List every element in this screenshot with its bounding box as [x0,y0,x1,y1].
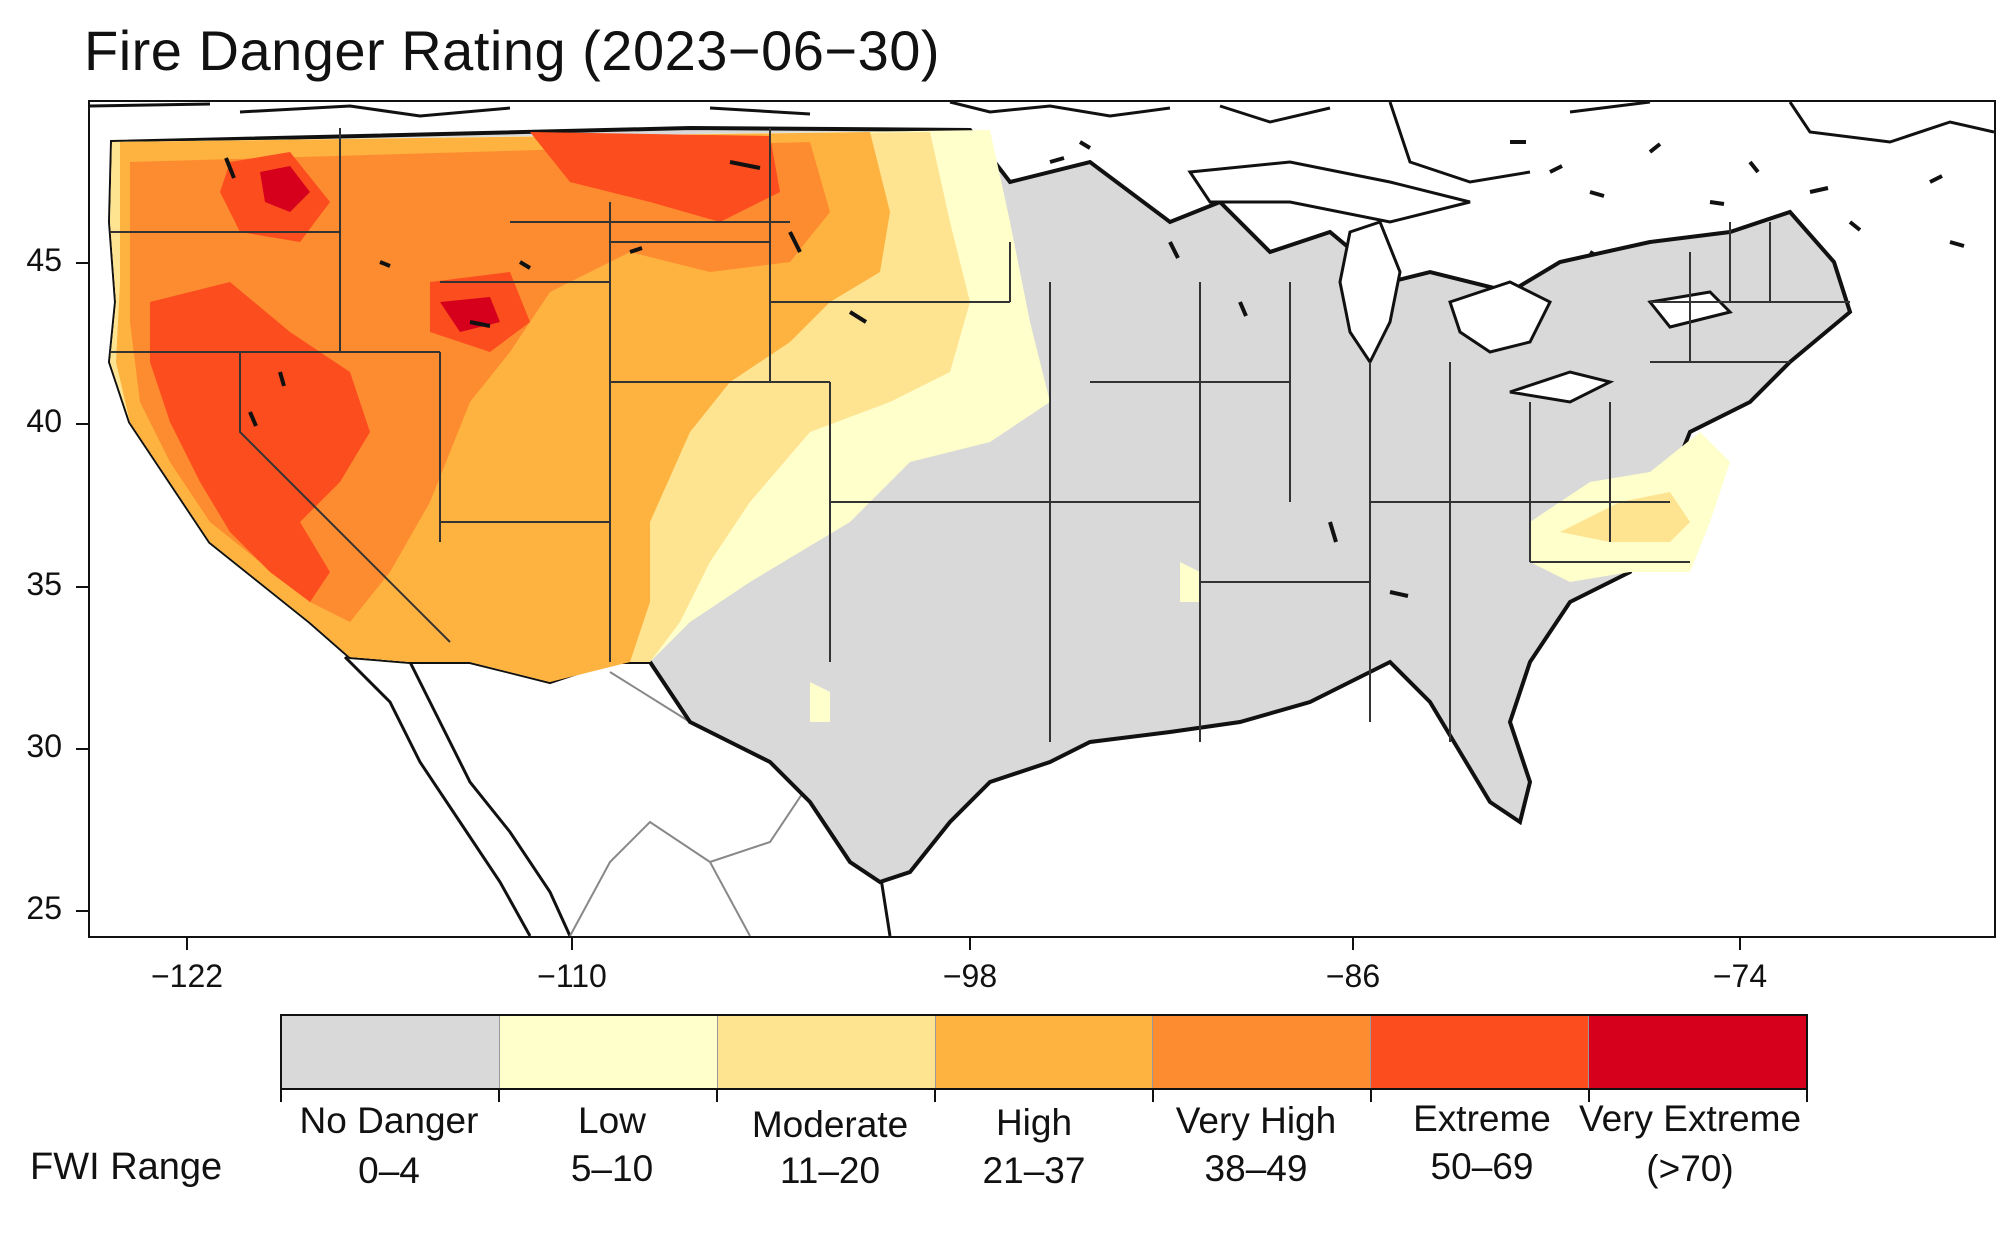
legend-name-high: High [995,1102,1073,1143]
legend-name-low: Low [578,1100,646,1141]
colorbar-tick [1152,1090,1154,1102]
y-tick-mark [76,748,88,750]
legend-name-very-extreme: Very Extreme [1578,1098,1802,1139]
y-tick-label: 30 [26,728,62,764]
x-tick-mark [1352,938,1354,950]
legend-name-extreme: Extreme [1413,1098,1551,1139]
x-tick-mark [1739,938,1741,950]
y-tick-mark [76,423,88,425]
legend-range-very-extreme: (>70) [1646,1148,1734,1189]
canada-coastline [90,102,1994,184]
colorbar-tick [716,1090,718,1102]
fwi-colorbar [280,1014,1808,1090]
legend-range-low: 5–10 [570,1148,654,1189]
legend-swatch-moderate [717,1016,936,1088]
y-tick-label: 40 [26,403,62,439]
zone-extreme [150,132,780,602]
legend-name-no-danger: No Danger [299,1100,479,1141]
fire-danger-map [88,100,1996,938]
x-tick-mark [186,938,188,950]
y-tick-label: 45 [26,242,62,278]
y-tick-mark [76,910,88,912]
legend-range-high: 21–37 [982,1150,1086,1191]
map-canvas [90,102,1994,936]
legend-swatch-very-extreme [1589,1016,1807,1088]
map-title: Fire Danger Rating (2023−06−30) [84,19,941,82]
y-tick-mark [76,586,88,588]
legend-name-very-high: Very High [1175,1100,1337,1141]
zone-east-moderate [1560,492,1690,542]
colorbar-tick [280,1090,282,1102]
great-lakes [1187,160,1733,404]
legend-range-very-high: 38–49 [1204,1148,1308,1189]
legend-range-extreme: 50–69 [1430,1146,1534,1187]
legend-swatch-high [935,1016,1154,1088]
x-tick-label: −98 [942,958,998,994]
x-tick-mark [969,938,971,950]
state-borders [110,128,1850,742]
y-tick-mark [76,262,88,264]
x-tick-label: −110 [537,958,607,994]
zone-very-extreme [260,166,500,332]
legend-swatch-very-high [1153,1016,1372,1088]
x-tick-mark [571,938,573,950]
x-tick-label: −86 [1325,958,1381,994]
colorbar-tick [1370,1090,1372,1102]
legend-swatch-extreme [1371,1016,1590,1088]
x-tick-label: −122 [150,958,224,994]
legend-range-no-danger: 0–4 [358,1150,420,1191]
legend-swatch-no-danger [282,1016,500,1088]
legend-swatch-low [499,1016,718,1088]
colorbar-tick [1588,1090,1590,1102]
inland-lakes [224,157,1409,598]
colorbar-tick [934,1090,936,1102]
legend-range-moderate: 11–20 [779,1150,881,1191]
colorbar-tick [498,1090,500,1102]
x-tick-label: −74 [1712,958,1768,994]
y-tick-label: 35 [26,566,62,602]
fwi-range-label: FWI Range [30,1146,223,1188]
legend-name-moderate: Moderate [751,1104,909,1145]
colorbar-tick [1806,1090,1808,1102]
y-tick-label: 25 [26,890,62,926]
